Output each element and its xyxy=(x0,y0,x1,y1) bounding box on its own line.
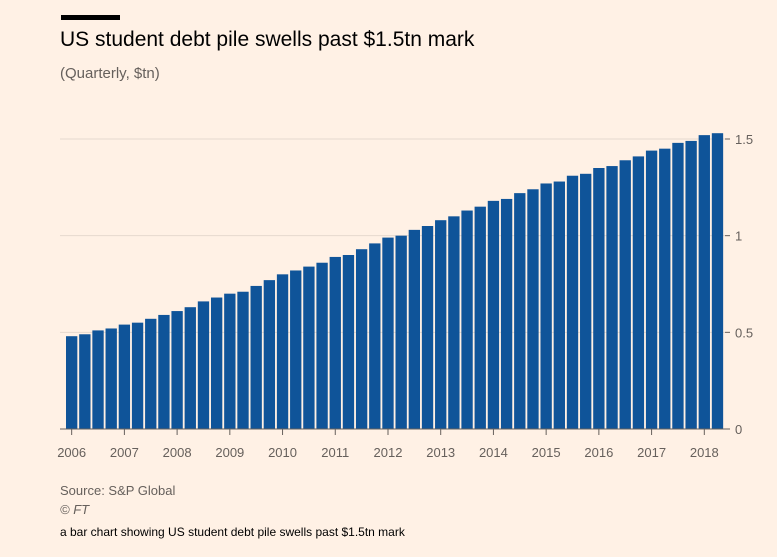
bar xyxy=(237,291,249,429)
y-axis: 0 0.5 1 1.5 xyxy=(725,132,753,437)
bar xyxy=(487,200,500,429)
bar xyxy=(369,243,381,429)
source-note: Source: S&P Global xyxy=(60,483,176,498)
bar xyxy=(593,168,605,429)
bar xyxy=(105,328,117,429)
chart-subtitle: (Quarterly, $tn) xyxy=(60,65,160,82)
x-tick-label: 2010 xyxy=(268,445,297,460)
bar xyxy=(435,220,447,429)
bar xyxy=(79,334,91,429)
x-tick-label: 2017 xyxy=(637,445,666,460)
bar xyxy=(250,285,262,429)
x-tick-label: 2007 xyxy=(110,445,139,460)
bar xyxy=(580,173,592,429)
y-tick-label: 0.5 xyxy=(735,325,753,340)
bar xyxy=(606,166,618,429)
bars xyxy=(66,133,724,430)
bar xyxy=(711,133,724,429)
bar xyxy=(698,135,710,429)
bar xyxy=(329,256,341,429)
bar xyxy=(197,301,210,429)
bar xyxy=(474,206,486,429)
x-tick-label: 2009 xyxy=(215,445,244,460)
bar xyxy=(131,322,144,429)
bar xyxy=(290,270,302,429)
y-tick-label: 1.5 xyxy=(735,132,753,147)
bar xyxy=(145,318,157,429)
bar xyxy=(118,324,131,429)
bar xyxy=(395,235,407,429)
bar xyxy=(514,193,526,429)
y-tick-label: 1 xyxy=(735,229,742,244)
ft-top-bar xyxy=(61,15,120,20)
bar xyxy=(316,262,328,429)
bar xyxy=(632,156,645,429)
x-tick-label: 2012 xyxy=(374,445,403,460)
bar xyxy=(276,274,289,429)
bar xyxy=(355,249,368,429)
bar xyxy=(540,183,552,429)
bar xyxy=(224,293,236,429)
bar xyxy=(566,175,579,429)
bar xyxy=(382,237,394,429)
bar xyxy=(527,189,539,429)
bar xyxy=(645,150,658,429)
bar xyxy=(659,148,671,430)
bar xyxy=(672,142,684,429)
x-tick-label: 2011 xyxy=(321,445,349,460)
x-tick-label: 2014 xyxy=(479,445,508,460)
bar xyxy=(66,336,78,429)
x-tick-label: 2013 xyxy=(426,445,455,460)
chart-caption: a bar chart showing US student debt pile… xyxy=(60,525,405,539)
bar xyxy=(408,229,421,429)
bar xyxy=(500,198,513,429)
bar xyxy=(421,226,434,429)
y-tick-label: 0 xyxy=(735,422,742,437)
x-tick-label: 2018 xyxy=(690,445,719,460)
bar xyxy=(685,140,697,429)
bar xyxy=(184,307,196,429)
bar xyxy=(158,314,170,429)
bar xyxy=(303,266,315,429)
bar xyxy=(619,160,631,429)
ft-credit: © FT xyxy=(60,502,90,517)
bar xyxy=(263,280,276,429)
bar xyxy=(553,181,565,429)
bar xyxy=(342,255,355,429)
x-tick-label: 2015 xyxy=(532,445,561,460)
x-tick-label: 2008 xyxy=(163,445,192,460)
bar xyxy=(210,297,223,429)
chart-title: US student debt pile swells past $1.5tn … xyxy=(60,28,475,51)
bar xyxy=(171,311,183,429)
bar xyxy=(461,210,473,429)
bar xyxy=(92,330,104,429)
x-tick-label: 2006 xyxy=(57,445,86,460)
bar xyxy=(448,216,460,429)
x-tick-label: 2016 xyxy=(584,445,613,460)
x-axis: 2006 2007 2008 2009 2010 2011 2012 2013 2014 2015… xyxy=(57,428,725,460)
